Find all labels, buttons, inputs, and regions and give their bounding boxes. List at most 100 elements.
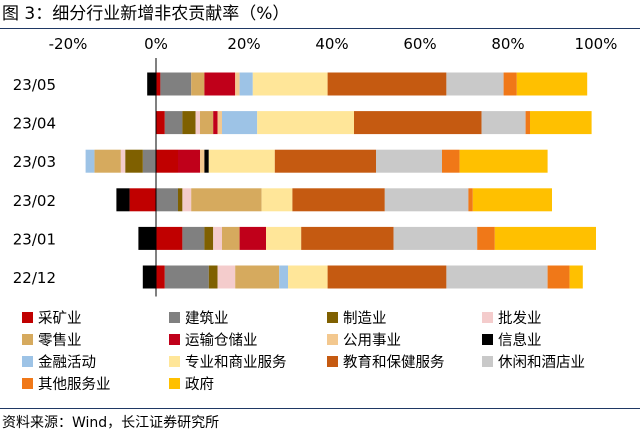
bar-segment <box>178 188 183 212</box>
bar-segment <box>208 149 275 173</box>
bar-segment <box>446 72 504 96</box>
figure-title: 图 3：细分行业新增非农贡献率（%） <box>2 4 290 24</box>
bar-segment <box>191 72 205 96</box>
bar-segment <box>547 265 570 289</box>
bar-segment <box>182 226 205 250</box>
bar-segment <box>94 149 121 173</box>
bar-segment <box>292 188 385 212</box>
x-tick-label: 20% <box>227 35 260 53</box>
bar-segment <box>235 265 280 289</box>
bar-segment <box>195 111 200 135</box>
legend-item: 教育和保健服务 <box>327 350 445 372</box>
legend-swatch <box>169 333 180 345</box>
y-category-label: 23/01 <box>13 230 56 248</box>
bar-segment <box>217 265 236 289</box>
x-tick-label: 60% <box>403 35 436 53</box>
legend-label: 零售业 <box>38 332 82 349</box>
y-axis-category-labels: 23/05 23/04 23/03 23/02 23/01 22/12 <box>13 76 56 287</box>
legend-swatch <box>169 355 180 367</box>
legend-swatch <box>327 355 338 367</box>
bar-segment <box>327 72 447 96</box>
legend-label: 其他服务业 <box>38 376 111 393</box>
bar-segment <box>129 188 156 212</box>
bar-segment <box>261 188 293 212</box>
legend-item: 制造业 <box>327 306 387 328</box>
x-tick-label: 40% <box>315 35 348 53</box>
bar-segment <box>442 149 460 173</box>
legend-swatch <box>169 311 180 323</box>
title-divider <box>0 28 640 29</box>
legend-item: 零售业 <box>22 328 82 350</box>
bar-segment <box>191 188 262 212</box>
bar-segment <box>156 111 165 135</box>
bar-segment <box>354 111 482 135</box>
y-category-label: 22/12 <box>13 269 56 287</box>
source-divider <box>0 408 640 409</box>
legend-swatch <box>22 333 33 345</box>
bar-segment <box>178 149 200 173</box>
bar-segment <box>266 226 302 250</box>
x-tick-label: 80% <box>491 35 524 53</box>
bar-segment <box>160 72 192 96</box>
bar-segment <box>138 226 156 250</box>
legend-item: 政府 <box>169 372 214 394</box>
source-note: 资料来源：Wind，长江证券研究所 <box>2 415 220 431</box>
bar-segment <box>204 226 214 250</box>
chart-legend: 采矿业 建筑业 制造业 批发业 零售业 运输仓储业 公用事业 信息业 金融活动 专业和商业服务 教育… <box>22 306 632 406</box>
bar-segment <box>301 226 394 250</box>
bar-segment <box>384 188 469 212</box>
x-tick-label: 0% <box>144 35 168 53</box>
bar-segment <box>85 149 95 173</box>
bar-segment <box>120 149 126 173</box>
bar-segment <box>164 111 183 135</box>
bar-segment <box>222 111 258 135</box>
legend-label: 公用事业 <box>343 332 401 349</box>
bar-segment <box>222 226 240 250</box>
legend-item: 公用事业 <box>327 328 401 350</box>
bar-segment <box>208 265 218 289</box>
bar-segment <box>204 149 209 173</box>
legend-item: 批发业 <box>482 306 542 328</box>
bar-segment <box>125 149 143 173</box>
legend-label: 运输仓储业 <box>185 332 258 349</box>
legend-swatch <box>22 311 33 323</box>
legend-item: 金融活动 <box>22 350 96 372</box>
bar-segment <box>376 149 442 173</box>
bar-segment <box>446 265 548 289</box>
y-category-label: 23/05 <box>13 76 56 94</box>
legend-item: 建筑业 <box>169 306 229 328</box>
bar-segment <box>217 111 222 135</box>
legend-label: 信息业 <box>498 332 542 349</box>
bar-segment <box>239 72 253 96</box>
legend-item: 休闲和酒店业 <box>482 350 585 372</box>
bar-segment <box>156 265 165 289</box>
legend-label: 建筑业 <box>185 310 229 327</box>
bar-segment <box>279 265 288 289</box>
legend-label: 制造业 <box>343 310 387 327</box>
legend-label: 批发业 <box>498 310 542 327</box>
bar-segment <box>481 111 526 135</box>
bar-segment <box>494 226 596 250</box>
bar-segment <box>235 72 240 96</box>
bar-segment <box>288 265 328 289</box>
bar-segment <box>503 72 517 96</box>
legend-label: 采矿业 <box>38 310 82 327</box>
legend-swatch <box>22 377 33 389</box>
bar-segment <box>147 72 156 96</box>
bar-segment <box>525 111 530 135</box>
bar-segment <box>327 265 447 289</box>
x-tick-label: -20% <box>49 35 88 53</box>
x-axis-tick-labels: -20% 0% 20% 40% 60% 80% 100% <box>49 35 618 53</box>
bar-segment <box>182 111 196 135</box>
bar-segment <box>213 111 218 135</box>
y-category-label: 23/03 <box>13 153 56 171</box>
bar-segment <box>156 72 161 96</box>
bar-segment <box>200 149 205 173</box>
legend-swatch <box>482 333 493 345</box>
bar-segment <box>257 111 354 135</box>
bar-segment <box>477 226 495 250</box>
legend-label: 政府 <box>185 376 214 393</box>
bar-segment <box>393 226 478 250</box>
bar-segment <box>142 265 156 289</box>
legend-swatch <box>327 333 338 345</box>
